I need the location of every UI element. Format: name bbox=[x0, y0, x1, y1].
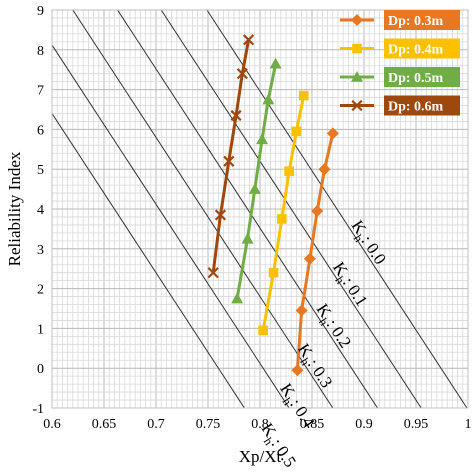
x-marker-stroke bbox=[351, 99, 363, 112]
legend-label: Dp: 0.5m bbox=[388, 71, 444, 86]
kh-line bbox=[160, 10, 422, 408]
x-marker-stroke bbox=[223, 155, 235, 167]
square-marker bbox=[291, 126, 302, 137]
x-tick-label: 0.9 bbox=[355, 417, 373, 432]
x-marker-stroke bbox=[236, 68, 248, 80]
square-marker bbox=[352, 43, 362, 54]
y-tick-label: 7 bbox=[37, 84, 44, 99]
x-tick-label: 0.6 bbox=[43, 417, 61, 432]
x-marker-stroke bbox=[242, 34, 255, 46]
x-tick-label: 0.8 bbox=[251, 417, 269, 432]
legend-label-bg bbox=[384, 38, 460, 59]
x-axis-title: Xp/Xt bbox=[239, 447, 282, 466]
x-marker bbox=[230, 109, 242, 122]
triangle-marker bbox=[269, 57, 282, 69]
legend-label: Dp: 0.6m bbox=[388, 100, 444, 115]
series bbox=[207, 34, 255, 279]
legend-label-bg bbox=[384, 67, 460, 87]
triangle-marker bbox=[262, 93, 275, 105]
diamond-marker bbox=[318, 163, 331, 176]
plot-border bbox=[51, 9, 469, 409]
x-tick-label: 1 bbox=[465, 417, 472, 432]
triangle-marker bbox=[248, 183, 261, 194]
series-line bbox=[211, 39, 251, 273]
square-marker bbox=[298, 90, 309, 101]
square-marker bbox=[284, 166, 294, 176]
square-marker bbox=[277, 214, 287, 224]
x-marker bbox=[223, 155, 235, 167]
legend-label-bg bbox=[384, 95, 460, 116]
triangle-marker bbox=[256, 133, 269, 145]
x-marker bbox=[242, 34, 255, 46]
x-marker-stroke bbox=[207, 267, 219, 279]
y-tick-label: 4 bbox=[37, 203, 44, 218]
x-marker-stroke bbox=[214, 209, 227, 221]
diamond-marker bbox=[291, 364, 304, 377]
series-line bbox=[295, 133, 335, 371]
x-marker-stroke bbox=[230, 109, 242, 122]
series-line bbox=[261, 95, 306, 331]
series bbox=[291, 127, 339, 377]
diamond-marker bbox=[351, 14, 363, 26]
x-marker bbox=[214, 209, 227, 221]
kh-line bbox=[117, 10, 378, 408]
y-tick-label: 8 bbox=[37, 44, 44, 59]
legend-label: Dp: 0.4m bbox=[388, 43, 444, 58]
diamond-marker bbox=[326, 127, 339, 140]
y-tick-label: 1 bbox=[37, 322, 44, 337]
x-marker bbox=[351, 99, 363, 112]
diamond-marker bbox=[303, 252, 316, 265]
series bbox=[231, 57, 282, 304]
square-marker bbox=[268, 267, 279, 278]
kh-line bbox=[52, 112, 245, 408]
x-tick-label: 0.95 bbox=[404, 417, 429, 432]
x-marker bbox=[236, 68, 248, 80]
x-tick-label: 0.7 bbox=[147, 417, 165, 432]
x-tick-label: 0.65 bbox=[92, 417, 117, 432]
square-marker bbox=[258, 325, 268, 336]
y-tick-label: -1 bbox=[32, 402, 44, 417]
series bbox=[258, 90, 309, 336]
triangle-marker bbox=[241, 232, 254, 244]
y-tick-label: 5 bbox=[37, 163, 44, 178]
x-tick-label: 0.75 bbox=[196, 417, 221, 432]
kh-line bbox=[72, 10, 334, 408]
series-line bbox=[235, 63, 278, 299]
triangle-marker bbox=[351, 71, 363, 82]
x-tick-label: 0.85 bbox=[300, 417, 325, 432]
legend-label: Dp: 0.3m bbox=[388, 14, 444, 29]
kh-line bbox=[206, 10, 468, 408]
y-tick-label: 6 bbox=[37, 123, 44, 138]
x-marker bbox=[207, 267, 219, 279]
y-tick-label: 0 bbox=[37, 362, 44, 377]
y-tick-label: 3 bbox=[37, 243, 44, 258]
kh-line bbox=[52, 44, 290, 408]
legend-label-bg bbox=[384, 10, 460, 30]
y-tick-label: 2 bbox=[37, 283, 44, 298]
y-tick-label: 9 bbox=[37, 4, 44, 19]
y-axis-title: Reliability Index bbox=[5, 151, 24, 266]
diamond-marker bbox=[311, 204, 324, 217]
diamond-marker bbox=[295, 304, 308, 317]
triangle-marker bbox=[231, 292, 244, 304]
